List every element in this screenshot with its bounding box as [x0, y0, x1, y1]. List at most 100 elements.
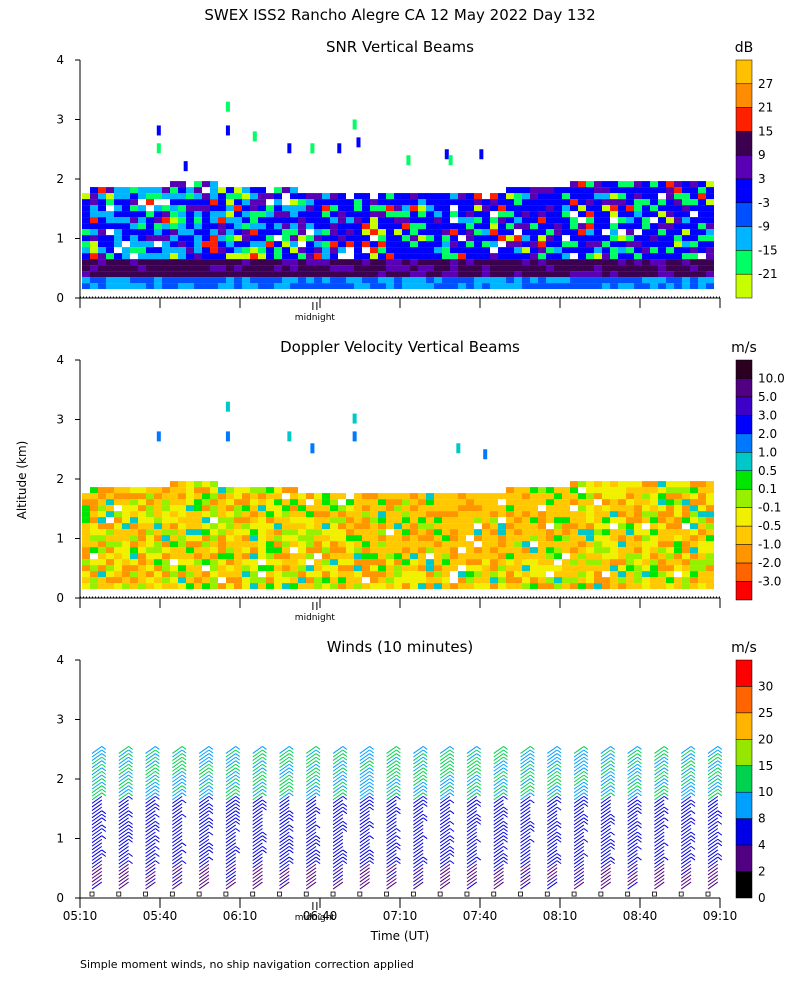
- barb-flag: [422, 746, 428, 750]
- wind-barb: [198, 792, 210, 801]
- colorbar-swatch: [735, 871, 753, 899]
- barb-flag: [556, 763, 562, 768]
- barb-flag: [503, 795, 508, 800]
- wind-barb: [172, 863, 183, 872]
- wind-barb: [573, 806, 585, 815]
- wind-barb: [118, 845, 129, 854]
- wind-barb: [466, 849, 478, 858]
- barb-flag: [181, 799, 187, 804]
- wind-barb: [172, 828, 183, 836]
- wind-barb: [520, 763, 531, 772]
- wind-barb: [91, 828, 103, 836]
- wind-barb: [439, 795, 451, 804]
- wind-barb: [573, 753, 585, 761]
- wind-barb: [680, 746, 692, 754]
- surface-marker: [277, 891, 282, 897]
- wind-barb: [707, 813, 719, 822]
- wind-barb: [225, 835, 237, 844]
- wind-barb: [680, 756, 692, 765]
- barb-flag: [128, 778, 133, 782]
- barb-flag: [530, 771, 535, 775]
- wind-barb: [680, 795, 692, 804]
- barb-flag: [556, 785, 562, 790]
- wind-barb: [466, 820, 478, 829]
- surface-marker: [410, 891, 416, 897]
- wind-barb: [439, 860, 451, 869]
- wind-barb: [145, 792, 156, 801]
- barb-flag: [155, 746, 160, 750]
- wind-barb: [520, 770, 531, 779]
- wind-barb: [466, 760, 478, 769]
- barb-flag: [369, 820, 374, 825]
- wind-barb: [600, 860, 611, 869]
- barb-flag: [663, 763, 669, 768]
- wind-barb: [386, 774, 397, 783]
- barb-flag: [235, 778, 241, 782]
- wind-barb: [145, 774, 156, 783]
- barb-flag: [583, 760, 589, 765]
- wind-barb: [627, 817, 638, 826]
- barb-flag: [449, 860, 455, 865]
- barb-flag: [369, 746, 374, 750]
- wind-barb: [707, 853, 719, 861]
- barb-flag: [262, 803, 267, 807]
- barb-flag: [288, 842, 294, 847]
- wind-barb: [600, 828, 611, 836]
- figure-title: SWEX ISS2 Rancho Alegre CA 12 May 2022 D…: [204, 6, 596, 24]
- wind-barb: [600, 788, 611, 797]
- wind-barb: [91, 849, 103, 858]
- wind-barb: [305, 770, 317, 779]
- colorbar-label: 3: [758, 172, 766, 186]
- wind-barb: [145, 817, 156, 826]
- wind-barb: [413, 749, 424, 758]
- barb-flag: [235, 753, 241, 757]
- wind-barb: [252, 853, 263, 861]
- wind-barb: [91, 753, 103, 761]
- wind-barb: [493, 824, 504, 833]
- wind-barb: [627, 770, 638, 779]
- barb-flag: [690, 845, 696, 850]
- wind-barb: [198, 767, 210, 776]
- wind-barb: [118, 849, 129, 858]
- wind-barb: [332, 824, 344, 833]
- wind-barb: [359, 845, 370, 854]
- wind-barb: [386, 838, 397, 847]
- wind-barb: [654, 774, 665, 783]
- barb-flag: [208, 795, 214, 800]
- wind-barb: [600, 813, 611, 822]
- barb-flag: [235, 810, 241, 815]
- wind-barb: [145, 788, 156, 797]
- wind-barb: [680, 828, 692, 836]
- barb-flag: [583, 799, 589, 804]
- wind-barb: [359, 760, 370, 769]
- barb-flag: [101, 824, 107, 829]
- midnight-label: midnight: [295, 613, 336, 623]
- barb-flag: [101, 853, 107, 857]
- wind-barb: [413, 806, 424, 815]
- barb-flag: [583, 792, 589, 797]
- wind-barb: [493, 788, 504, 797]
- barb-flag: [583, 774, 589, 779]
- wind-barb: [573, 867, 585, 876]
- wind-barb: [547, 770, 558, 779]
- barb-flag: [342, 849, 348, 854]
- echo-spot: [156, 431, 161, 442]
- barb-flag: [717, 771, 723, 775]
- wind-barb: [279, 767, 290, 776]
- barb-flag: [610, 781, 615, 786]
- barb-flag: [181, 763, 187, 768]
- barb-flag: [128, 824, 133, 829]
- wind-barb: [466, 749, 478, 758]
- wind-barb: [627, 849, 638, 858]
- wind-barb: [573, 845, 585, 854]
- barb-flag: [342, 820, 348, 825]
- wind-barb: [145, 835, 156, 844]
- wind-barb: [145, 874, 156, 883]
- wind-barb: [359, 853, 370, 861]
- wind-barb: [359, 860, 370, 869]
- barb-flag: [235, 767, 241, 772]
- wind-barb: [305, 749, 317, 758]
- wind-barb: [627, 813, 638, 822]
- barb-flag: [503, 835, 508, 840]
- wind-barb: [118, 831, 129, 840]
